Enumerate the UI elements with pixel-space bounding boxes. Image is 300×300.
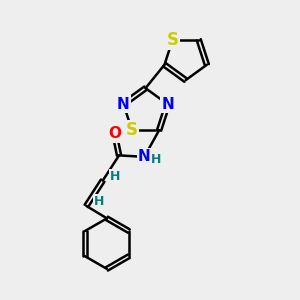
Text: H: H (150, 153, 161, 166)
Text: H: H (110, 170, 120, 183)
Text: H: H (94, 195, 104, 208)
Text: O: O (108, 127, 121, 142)
Text: S: S (126, 121, 138, 139)
Text: N: N (161, 97, 174, 112)
Text: S: S (167, 31, 178, 49)
Text: N: N (138, 149, 151, 164)
Text: N: N (117, 97, 130, 112)
